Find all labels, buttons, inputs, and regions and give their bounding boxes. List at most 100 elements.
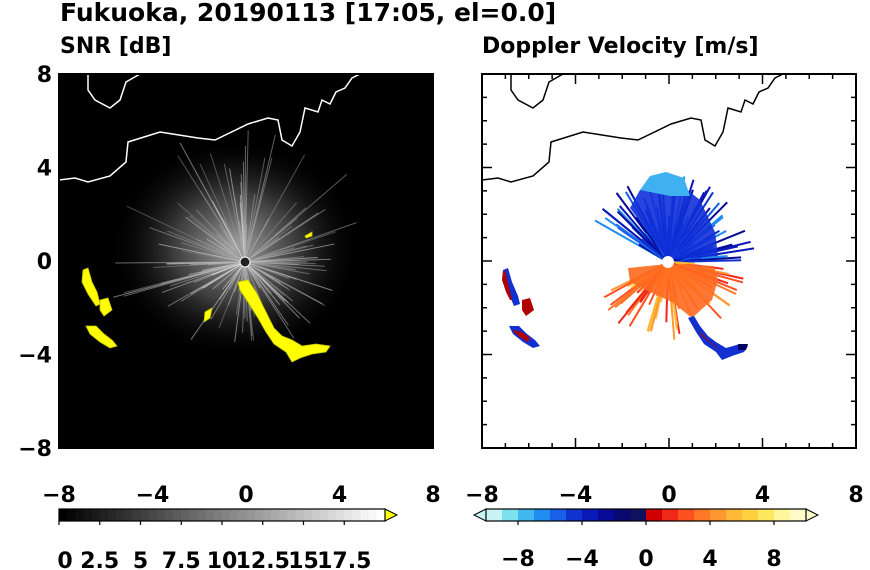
snr-ray xyxy=(244,193,256,263)
velocity-colorbar-cell xyxy=(694,509,711,521)
snr-colorbar-cell xyxy=(376,509,386,521)
snr-colorbar-cell xyxy=(59,509,68,521)
snr-ray xyxy=(223,163,246,263)
snr-ray xyxy=(244,157,266,263)
velocity-colorbar-cell xyxy=(662,509,679,521)
snr-panel: −8 −4 0 4 8 8 4 0 −4 −8 xyxy=(18,63,440,508)
velocity-colorbar-extend-min xyxy=(472,508,487,522)
snr-colorbar-cell xyxy=(132,509,141,521)
velocity-colorbar-cell xyxy=(646,509,663,521)
snr-colorbar-cell xyxy=(213,509,223,521)
velocity-colorbar-cell xyxy=(614,509,631,521)
velocity-colorbar-cell xyxy=(582,509,599,521)
snr-ray xyxy=(201,261,246,289)
snr-ray xyxy=(244,244,314,263)
snr-colorbar-label: 12.5 xyxy=(236,549,290,570)
snr-colorbar-cell xyxy=(352,509,362,521)
snr-ray xyxy=(199,163,246,263)
coastline-right xyxy=(482,74,784,183)
snr-colorbar-cell xyxy=(319,509,329,521)
snr-ray xyxy=(244,261,316,265)
x-tick-label: −8 xyxy=(42,483,76,508)
snr-ray xyxy=(161,261,246,293)
figure-title: Fukuoka, 20190113 [17:05, el=0.0] xyxy=(60,0,557,27)
snr-colorbar-cell xyxy=(156,509,166,521)
snr-colorbar-label: 0 xyxy=(57,549,72,570)
velocity-colorbar-cell xyxy=(598,509,615,521)
snr-ray xyxy=(244,261,270,294)
x-tick-label: 0 xyxy=(661,483,676,508)
snr-colorbar-label: 7.5 xyxy=(162,549,201,570)
snr-ray xyxy=(244,258,331,263)
velocity-colorbar-cell xyxy=(710,509,727,521)
velocity-colorbar-cell xyxy=(742,509,759,521)
velocity-colorbar: −8 −4 0 4 8 xyxy=(472,508,820,570)
snr-ray xyxy=(158,243,246,263)
velocity-blue-sector-fill xyxy=(628,172,718,318)
snr-ray xyxy=(209,153,246,263)
snr-colorbar-cell xyxy=(246,509,256,521)
y-tick-label: −8 xyxy=(18,437,52,462)
snr-colorbar-cell xyxy=(75,509,84,521)
snr-ray xyxy=(244,224,248,263)
snr-ray xyxy=(211,200,246,263)
snr-ray xyxy=(196,209,246,263)
velocity-colorbar-cell xyxy=(758,509,775,521)
snr-colorbar-cell xyxy=(262,509,272,521)
snr-colorbar-cell xyxy=(238,509,247,521)
velocity-edge-echoes xyxy=(502,268,748,360)
snr-ray xyxy=(218,261,246,328)
snr-colorbar-cell xyxy=(181,509,190,521)
snr-colorbar-cell xyxy=(107,509,117,521)
velocity-colorbar-cell xyxy=(726,509,743,521)
coastline-left xyxy=(59,74,361,183)
snr-colorbar-cell xyxy=(254,509,264,521)
snr-colorbar-cell xyxy=(222,509,231,521)
velocity-colorbar-label: 0 xyxy=(638,547,653,570)
snr-colorbar-cell xyxy=(344,509,353,521)
x-tick-label: 8 xyxy=(425,483,440,508)
x-tick-label: −8 xyxy=(465,483,499,508)
snr-colorbar-cell xyxy=(303,509,313,521)
snr-colorbar-cell xyxy=(99,509,109,521)
snr-ray xyxy=(199,190,246,263)
snr-ray xyxy=(212,261,246,290)
snr-ray xyxy=(234,197,246,263)
x-tick-label: −4 xyxy=(559,483,593,508)
snr-ray xyxy=(244,261,327,272)
velocity-ray-blue xyxy=(667,259,742,263)
velocity-colorbar-cell xyxy=(486,509,503,521)
snr-ray xyxy=(244,261,285,296)
snr-ray xyxy=(210,261,246,320)
x-tick-label: 0 xyxy=(238,483,253,508)
snr-colorbar-cell xyxy=(311,509,321,521)
snr-yellow-echo xyxy=(81,231,331,363)
snr-colorbar-cell xyxy=(164,509,174,521)
snr-colorbar-cell xyxy=(205,509,215,521)
velocity-colorbar-cell xyxy=(534,509,551,521)
snr-ray xyxy=(244,261,310,275)
velocity-colorbar-cell xyxy=(566,509,583,521)
velocity-colorbar-cell xyxy=(790,509,807,521)
velocity-colorbar-cell xyxy=(774,509,791,521)
snr-colorbar-label: 5 xyxy=(133,549,148,570)
snr-ray xyxy=(206,238,246,263)
velocity-colorbar-extend-max xyxy=(805,508,820,522)
snr-colorbar-cell xyxy=(327,509,337,521)
snr-colorbar-extend-max xyxy=(384,508,399,522)
velocity-colorbar-cell xyxy=(550,509,567,521)
snr-colorbar-cell xyxy=(189,509,199,521)
snr-ray xyxy=(190,261,246,340)
snr-ray xyxy=(244,209,326,263)
snr-colorbar-cell xyxy=(116,509,125,521)
velocity-colorbar-label: −4 xyxy=(565,547,599,570)
snr-ray xyxy=(244,202,297,263)
snr-colorbar-cell xyxy=(230,509,239,521)
snr-colorbar-cell xyxy=(67,509,76,521)
snr-colorbar-cell xyxy=(336,509,345,521)
snr-ray xyxy=(244,217,298,263)
snr-ray xyxy=(244,261,290,279)
velocity-colorbar-cell xyxy=(678,509,695,521)
snr-colorbar-label: 2.5 xyxy=(80,549,119,570)
